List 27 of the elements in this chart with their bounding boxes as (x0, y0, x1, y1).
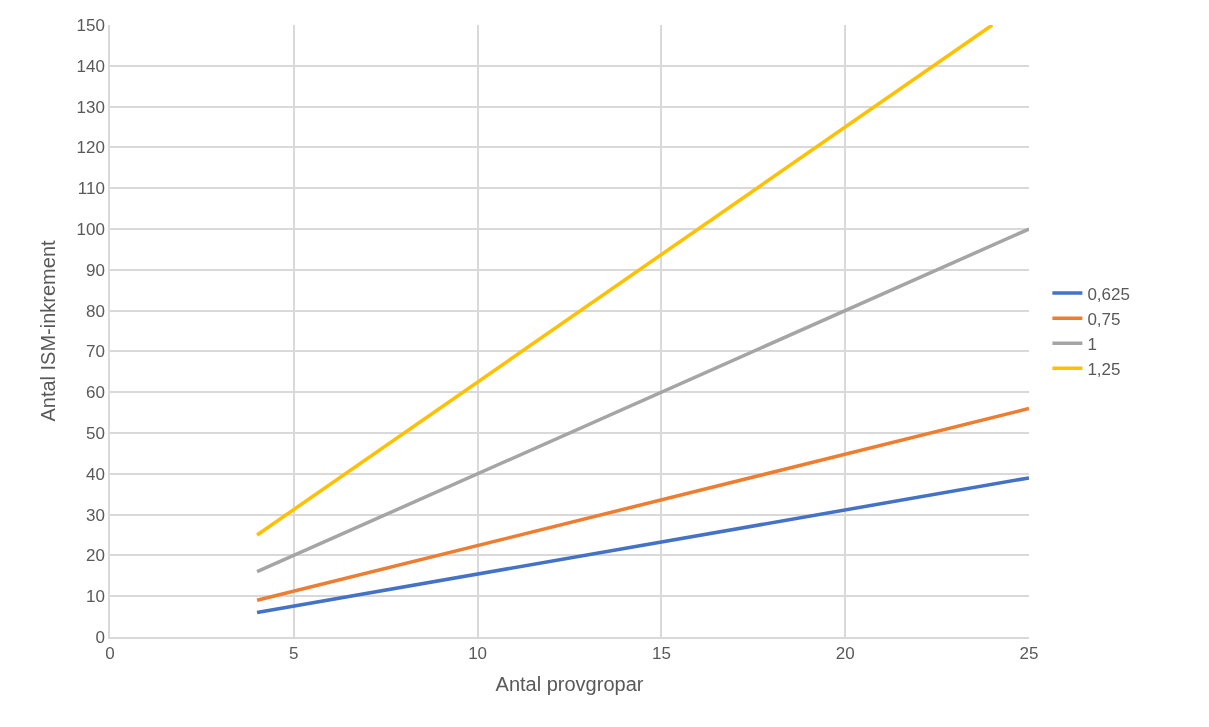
y-tick-label: 90 (85, 260, 105, 280)
y-tick-label: 40 (85, 464, 105, 484)
x-axis-title: Antal provgropar (495, 673, 644, 696)
x-tick-label: 15 (651, 644, 671, 664)
y-tick-label: 80 (85, 301, 105, 321)
x-tick-label: 5 (289, 644, 299, 664)
y-tick-label: 140 (76, 56, 105, 76)
y-tick-label: 0 (95, 627, 105, 647)
y-tick-label: 60 (85, 383, 105, 403)
legend-label: 1,25 (1087, 359, 1121, 379)
x-tick-label: 25 (1019, 644, 1039, 664)
y-tick-label: 30 (85, 505, 105, 525)
y-tick-label: 130 (76, 97, 105, 117)
legend-label: 0,625 (1087, 284, 1130, 304)
y-tick-label: 20 (85, 546, 105, 566)
legend-label: 0,75 (1087, 309, 1121, 329)
y-tick-label: 70 (85, 342, 105, 362)
x-tick-label: 20 (835, 644, 855, 664)
y-tick-label: 120 (76, 138, 105, 158)
y-tick-label: 110 (77, 179, 105, 199)
y-tick-label: 150 (76, 15, 105, 35)
legend-label: 1 (1087, 334, 1097, 354)
x-tick-label: 10 (468, 644, 488, 664)
y-tick-label: 100 (76, 219, 105, 239)
y-tick-label: 10 (85, 587, 105, 607)
y-tick-label: 50 (85, 423, 105, 443)
y-axis-title: Antal ISM-inkrement (37, 239, 60, 422)
